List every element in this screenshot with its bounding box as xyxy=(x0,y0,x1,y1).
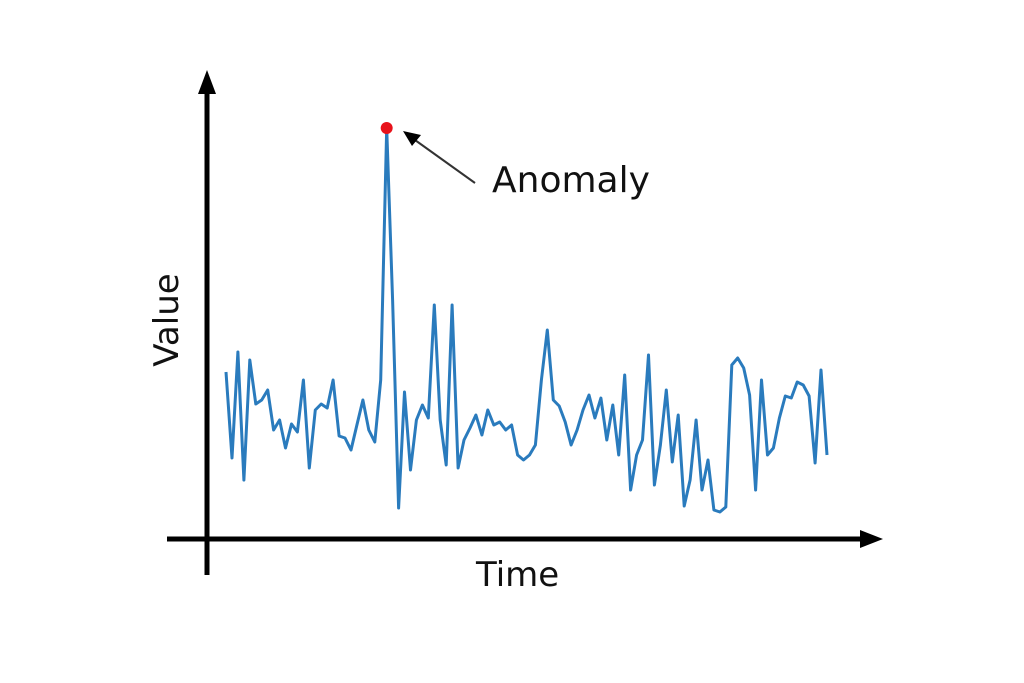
series-line xyxy=(224,126,829,514)
y-axis-arrow-icon xyxy=(198,70,216,94)
x-axis-arrow-icon xyxy=(860,530,883,548)
annotation-arrowhead-icon xyxy=(403,131,421,146)
x-axis xyxy=(167,530,883,548)
x-axis-label: Time xyxy=(476,555,560,595)
annotation-label: Anomaly xyxy=(492,160,650,201)
annotation-arrow xyxy=(407,134,476,184)
anomaly-marker xyxy=(380,122,393,134)
y-axis-label: Value xyxy=(147,273,187,367)
y-axis xyxy=(198,70,216,575)
